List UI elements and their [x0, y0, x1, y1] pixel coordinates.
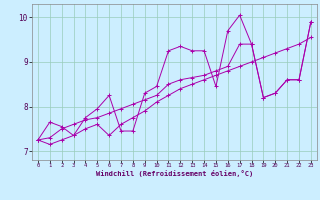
X-axis label: Windchill (Refroidissement éolien,°C): Windchill (Refroidissement éolien,°C) — [96, 170, 253, 177]
